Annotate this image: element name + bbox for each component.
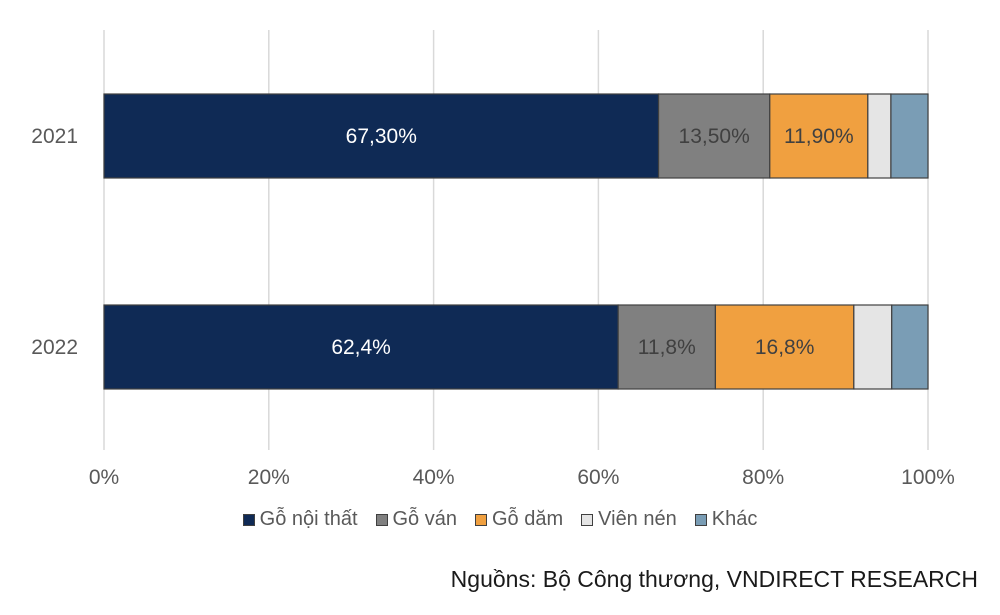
bar-segment [853,304,893,390]
bar-segment [867,93,892,179]
legend-swatch [375,513,388,526]
bar-segment [657,93,771,179]
bar-segment [103,304,619,390]
legend-swatch [581,513,594,526]
category-label: 2022 [31,336,78,359]
legend-swatch [474,513,487,526]
bar-segment [890,93,929,179]
category-label: 2021 [31,125,78,148]
bar-segment [103,93,660,179]
legend: Gỗ nội thất Gỗ ván Gỗ dăm Viên nén Khác [0,508,1000,531]
bars: 67,30% 13,50% 11,90% 62,4% 11,8% 16,8% [103,93,929,390]
x-tick-label: 60% [577,466,619,489]
legend-swatch [242,513,255,526]
data-label: 67,30% [346,125,417,148]
x-tick-label: 80% [742,466,784,489]
legend-item: Gỗ dăm [474,508,564,531]
x-axis-ticks: 0% 20% 40% 60% 80% 100% [89,466,955,489]
legend-label: Viên nén [598,508,677,530]
legend-label: Gỗ ván [392,508,457,530]
x-tick-label: 40% [413,466,455,489]
category-labels: 2021 2022 [31,125,78,359]
legend-item: Gỗ nội thất [242,508,358,531]
legend-label: Khác [711,508,758,530]
legend-label: Gỗ dăm [491,508,564,530]
x-tick-label: 100% [901,466,955,489]
legend-item: Gỗ ván [375,508,457,531]
data-label: 11,8% [638,336,696,359]
legend-swatch [694,513,707,526]
bar-segment [769,93,869,179]
source-note: Nguồns: Bộ Công thương, VNDIRECT RESEARC… [450,566,978,592]
x-tick-label: 0% [89,466,119,489]
data-label: 62,4% [331,336,391,359]
legend-label: Gỗ nội thất [259,508,358,530]
data-label: 16,8% [755,336,815,359]
data-label: 13,50% [679,125,750,148]
legend-item: Viên nén [581,508,677,531]
data-label: 11,90% [784,125,854,148]
legend-item: Khác [694,508,758,531]
bar-segment [891,304,929,390]
x-tick-label: 20% [248,466,290,489]
